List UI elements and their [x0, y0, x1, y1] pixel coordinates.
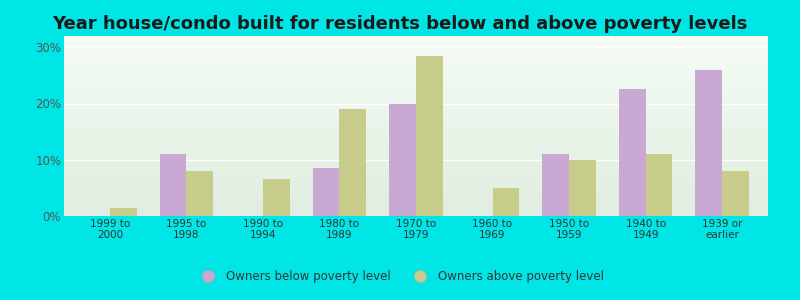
Bar — [646, 154, 672, 216]
Text: Year house/condo built for residents below and above poverty levels: Year house/condo built for residents bel… — [52, 15, 748, 33]
Bar — [542, 154, 569, 216]
Bar — [695, 70, 722, 216]
Bar — [186, 171, 214, 216]
Bar — [263, 179, 290, 216]
Bar — [416, 56, 442, 216]
Bar — [618, 89, 646, 216]
Bar — [313, 168, 339, 216]
Bar — [339, 109, 366, 216]
Legend: Owners below poverty level, Owners above poverty level: Owners below poverty level, Owners above… — [191, 266, 609, 288]
Bar — [390, 103, 416, 216]
Bar — [493, 188, 519, 216]
Bar — [722, 171, 749, 216]
Bar — [110, 208, 137, 216]
Bar — [569, 160, 596, 216]
Bar — [160, 154, 186, 216]
